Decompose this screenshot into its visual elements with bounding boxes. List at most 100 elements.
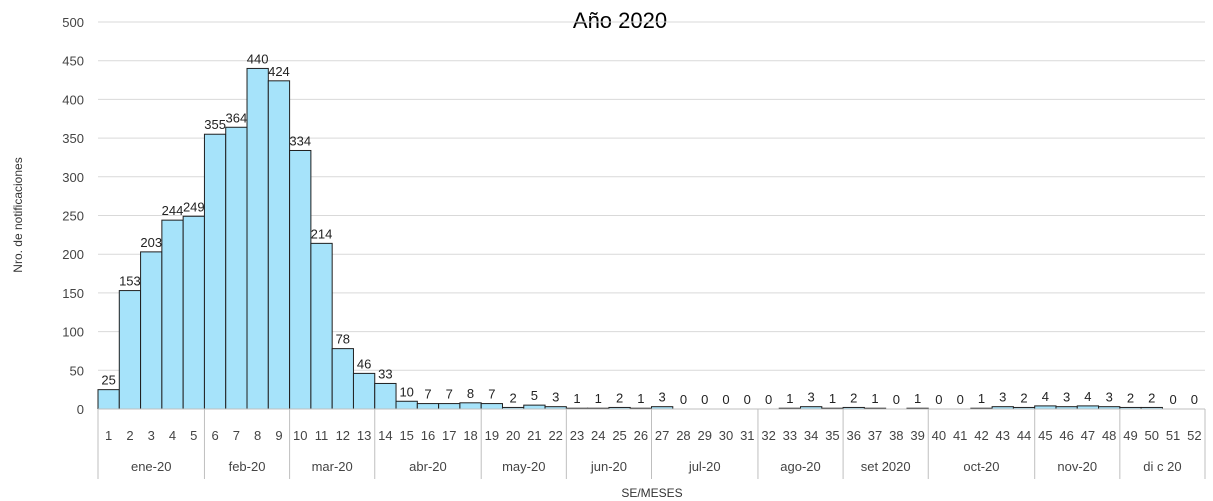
- data-label: 153: [119, 274, 141, 289]
- data-label: 0: [1191, 392, 1198, 407]
- y-tick-label: 350: [62, 131, 84, 146]
- x-tick-label: 14: [378, 428, 392, 443]
- bar: [395, 400, 418, 410]
- month-group-label: feb-20: [229, 459, 266, 474]
- month-group-label: jun-20: [590, 459, 627, 474]
- x-tick-label: 21: [527, 428, 541, 443]
- x-tick-label: 52: [1187, 428, 1201, 443]
- x-tick-label: 33: [783, 428, 797, 443]
- x-tick-label: 48: [1102, 428, 1116, 443]
- data-label: 1: [871, 391, 878, 406]
- data-label: 0: [701, 392, 708, 407]
- x-tick-label: 49: [1123, 428, 1137, 443]
- y-tick-label: 250: [62, 209, 84, 224]
- bar: [459, 402, 482, 410]
- bar: [352, 372, 376, 410]
- x-axis: 1 2 3 4 5 6 7 8 9 10 11 12 13 14 15 16 17 18 19 20 21 22 23 24 2…: [97, 408, 1206, 479]
- month-group-label: abr-20: [409, 459, 447, 474]
- data-label: 3: [1063, 390, 1070, 405]
- data-label: 0: [765, 392, 772, 407]
- data-label: 244: [162, 203, 184, 218]
- x-tick-label: 5: [190, 428, 197, 443]
- x-tick-label: 31: [740, 428, 754, 443]
- data-label: 3: [1106, 390, 1113, 405]
- x-tick-label: 36: [847, 428, 861, 443]
- data-label: 2: [1127, 390, 1134, 405]
- x-tick-label: 30: [719, 428, 733, 443]
- month-group-label: nov-20: [1057, 459, 1097, 474]
- month-group-label: oct-20: [963, 459, 999, 474]
- x-tick-label: 38: [889, 428, 903, 443]
- x-tick-label: 6: [211, 428, 218, 443]
- x-tick-label: 34: [804, 428, 818, 443]
- x-tick-label: 15: [399, 428, 413, 443]
- data-label: 249: [183, 199, 205, 214]
- data-label: 334: [289, 133, 311, 148]
- data-label: 0: [935, 392, 942, 407]
- data-label: 0: [957, 392, 964, 407]
- x-tick-label: 40: [932, 428, 946, 443]
- bar: [97, 389, 120, 410]
- x-tick-label: 27: [655, 428, 669, 443]
- x-tick-label: 35: [825, 428, 839, 443]
- x-tick-label: 50: [1145, 428, 1159, 443]
- x-tick-label: 4: [169, 428, 176, 443]
- bar: [182, 215, 205, 410]
- month-group-label: may-20: [502, 459, 545, 474]
- data-label: 0: [893, 392, 900, 407]
- x-tick-label: 7: [233, 428, 240, 443]
- month-group-label: set 2020: [861, 459, 911, 474]
- data-label: 1: [595, 391, 602, 406]
- data-label: 1: [786, 391, 793, 406]
- bar: [374, 382, 397, 410]
- bar: [438, 403, 461, 410]
- y-tick-label: 400: [62, 92, 84, 107]
- bar: [331, 348, 354, 410]
- data-label: 78: [336, 332, 350, 347]
- bar: [118, 290, 142, 410]
- x-tick-label: 8: [254, 428, 261, 443]
- data-label: 3: [659, 390, 666, 405]
- data-label: 364: [226, 110, 248, 125]
- data-label: 2: [1148, 390, 1155, 405]
- data-label: 8: [467, 386, 474, 401]
- data-label: 4: [1084, 389, 1091, 404]
- data-label: 1: [978, 391, 985, 406]
- x-tick-label: 20: [506, 428, 520, 443]
- data-label: 440: [247, 51, 269, 66]
- data-label: 7: [424, 387, 431, 402]
- data-label: 424: [268, 64, 290, 79]
- x-tick-label: 2: [126, 428, 133, 443]
- bar: [246, 67, 269, 410]
- data-label: 0: [744, 392, 751, 407]
- x-tick-label: 37: [868, 428, 882, 443]
- x-tick-label: 44: [1017, 428, 1031, 443]
- data-label: 1: [573, 391, 580, 406]
- x-tick-label: 43: [996, 428, 1010, 443]
- x-tick-label: 10: [293, 428, 307, 443]
- data-label: 33: [378, 366, 392, 381]
- x-tick-label: 47: [1081, 428, 1095, 443]
- y-tick-label: 300: [62, 170, 84, 185]
- x-tick-label: 25: [612, 428, 626, 443]
- x-tick-label: 16: [421, 428, 435, 443]
- data-label: 2: [1020, 390, 1027, 405]
- month-group-label: di c 20: [1143, 459, 1181, 474]
- data-label: 1: [637, 391, 644, 406]
- data-label: 355: [204, 117, 226, 132]
- y-tick-label: 150: [62, 286, 84, 301]
- data-label: 0: [1169, 392, 1176, 407]
- data-label: 7: [446, 387, 453, 402]
- x-tick-label: 42: [974, 428, 988, 443]
- y-tick-label: 500: [62, 15, 84, 30]
- month-group-label: ago-20: [780, 459, 820, 474]
- x-tick-label: 1: [105, 428, 112, 443]
- bar: [480, 403, 503, 410]
- bar: [140, 251, 163, 410]
- bar: [416, 403, 440, 410]
- data-label: 3: [552, 390, 559, 405]
- bar: [267, 80, 291, 410]
- x-tick-label: 28: [676, 428, 690, 443]
